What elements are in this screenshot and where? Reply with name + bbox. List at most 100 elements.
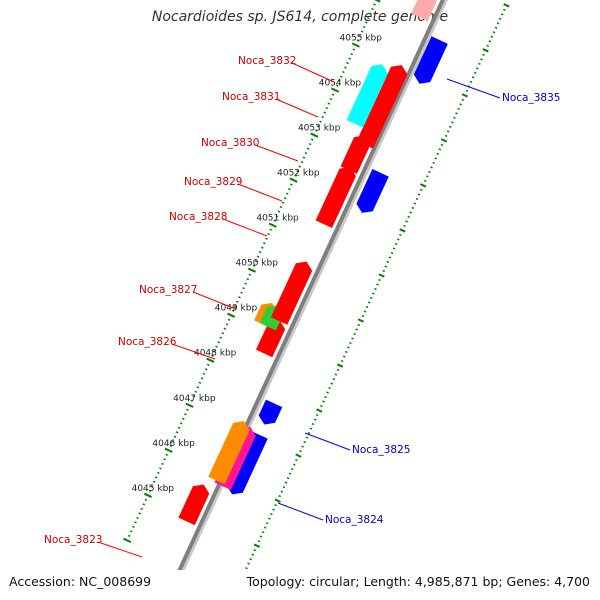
scale-dot-right bbox=[329, 97, 333, 101]
scale-dot-left-major bbox=[233, 589, 238, 592]
scale-dot-left bbox=[280, 490, 284, 493]
label-leader-line bbox=[254, 144, 299, 162]
scale-dot-right bbox=[181, 417, 185, 420]
scale-dot-right bbox=[254, 260, 258, 263]
gene-arrow bbox=[340, 135, 371, 174]
scale-dot-right bbox=[281, 201, 285, 204]
scale-dot-right bbox=[315, 129, 318, 132]
scale-dot-right bbox=[248, 273, 252, 276]
gene-label: Noca_3832 bbox=[238, 55, 296, 67]
scale-dot-right bbox=[144, 498, 148, 502]
scale-dot-left bbox=[336, 368, 340, 372]
scale-dot-right-major bbox=[185, 402, 194, 408]
scale-dot-left bbox=[473, 71, 477, 74]
scale-dot-left bbox=[430, 166, 433, 169]
scale-dot-left-major bbox=[253, 543, 261, 548]
scale-dot-right bbox=[352, 48, 356, 51]
gene-label: Noca_3830 bbox=[201, 137, 259, 149]
scale-dot-left bbox=[253, 549, 257, 552]
scale-dot-left bbox=[261, 531, 265, 534]
scale-dot-left bbox=[411, 206, 415, 210]
scale-dot-left bbox=[482, 53, 485, 56]
scale-dot-left-major bbox=[420, 183, 427, 188]
scale-dot-right bbox=[184, 413, 187, 416]
scale-dot-left bbox=[282, 485, 286, 489]
scale-dot-right bbox=[179, 422, 183, 425]
gene-arrow bbox=[270, 261, 313, 325]
scale-dot-left bbox=[236, 590, 237, 591]
scale-dot-left bbox=[355, 328, 359, 331]
scale-dot-right-major bbox=[268, 222, 277, 228]
scale-dot-right bbox=[138, 512, 141, 515]
scale-dot-right bbox=[290, 183, 293, 186]
scale-dot-left bbox=[263, 526, 267, 529]
scale-dot-right bbox=[129, 530, 133, 533]
scale-label: 4047 kbp bbox=[173, 394, 216, 404]
scale-dot-left bbox=[374, 287, 377, 291]
scale-dot-left bbox=[320, 404, 323, 408]
topology-label: Topology: circular; Length: 4,985,871 bp… bbox=[246, 574, 590, 589]
scale-dot-right bbox=[279, 206, 283, 209]
scale-dot-right bbox=[360, 30, 364, 33]
scale-dot-left bbox=[372, 292, 375, 295]
scale-dot-right bbox=[192, 395, 195, 398]
scale-dot-right bbox=[302, 156, 306, 159]
scale-dot-right bbox=[371, 7, 374, 11]
scale-dot-right bbox=[236, 300, 239, 303]
scale-dot-left-major bbox=[357, 318, 364, 323]
scale-dot-right bbox=[213, 350, 216, 353]
scale-dot-right bbox=[358, 34, 362, 38]
scale-dot-left bbox=[394, 242, 398, 246]
scale-dot-left bbox=[278, 494, 282, 498]
scale-dot-right bbox=[215, 345, 218, 348]
gene-arrow bbox=[411, 0, 437, 21]
scale-dot-left bbox=[332, 377, 336, 381]
scale-dot-right bbox=[294, 174, 297, 177]
scale-label: 4053 kbp bbox=[298, 124, 341, 134]
scale-dot-left bbox=[432, 161, 435, 165]
scale-dot-left bbox=[357, 323, 361, 327]
scale-dot-right-major bbox=[164, 447, 173, 453]
scale-dot-right bbox=[157, 471, 160, 474]
scale-dot-right bbox=[231, 309, 235, 312]
scale-dot-left bbox=[365, 305, 369, 309]
scale-dot-left bbox=[413, 202, 417, 205]
gene-label: Noca_3826 bbox=[118, 336, 177, 348]
scale-dot-left bbox=[342, 355, 346, 358]
gene-arrow bbox=[413, 36, 448, 84]
scale-dot-right bbox=[346, 61, 349, 65]
scale-dot-left bbox=[388, 256, 392, 259]
accession-label: Accession: NC_008699 bbox=[9, 574, 152, 589]
scale-dot-left bbox=[303, 440, 307, 444]
scale-dot-right bbox=[240, 291, 243, 294]
label-leader-line bbox=[304, 432, 351, 451]
label-leader-line bbox=[222, 218, 268, 237]
scale-dot-right bbox=[200, 377, 204, 380]
scale-dot-left bbox=[244, 572, 245, 573]
scale-label: 4045 kbp bbox=[132, 484, 175, 494]
scale-dot-left bbox=[328, 386, 331, 390]
scale-dot-left bbox=[438, 148, 442, 151]
scale-dot-right bbox=[217, 341, 220, 344]
scale-dot-right bbox=[163, 458, 166, 461]
scale-dot-right bbox=[136, 516, 139, 520]
scale-dot-left bbox=[455, 112, 458, 115]
scale-dot-left bbox=[392, 247, 396, 250]
scale-dot-left bbox=[453, 116, 456, 120]
scale-dot-left bbox=[307, 431, 311, 435]
gene-arrow bbox=[258, 399, 283, 425]
scale-dot-left bbox=[270, 513, 273, 516]
scale-label: 4050 kbp bbox=[236, 259, 279, 269]
scale-dot-right bbox=[265, 237, 268, 240]
scale-dot-left bbox=[475, 67, 479, 70]
scale-dot-right bbox=[196, 386, 200, 389]
scale-label: 4051 kbp bbox=[256, 214, 299, 224]
scale-dot-left bbox=[238, 586, 239, 587]
label-leader-line bbox=[237, 183, 283, 202]
scale-dot-left bbox=[446, 130, 450, 133]
scale-dot-left-major bbox=[336, 363, 344, 368]
scale-dot-left bbox=[403, 224, 406, 228]
scale-dot-left bbox=[461, 98, 465, 102]
scale-dot-right bbox=[132, 525, 135, 529]
scale-dot-right bbox=[308, 142, 312, 146]
